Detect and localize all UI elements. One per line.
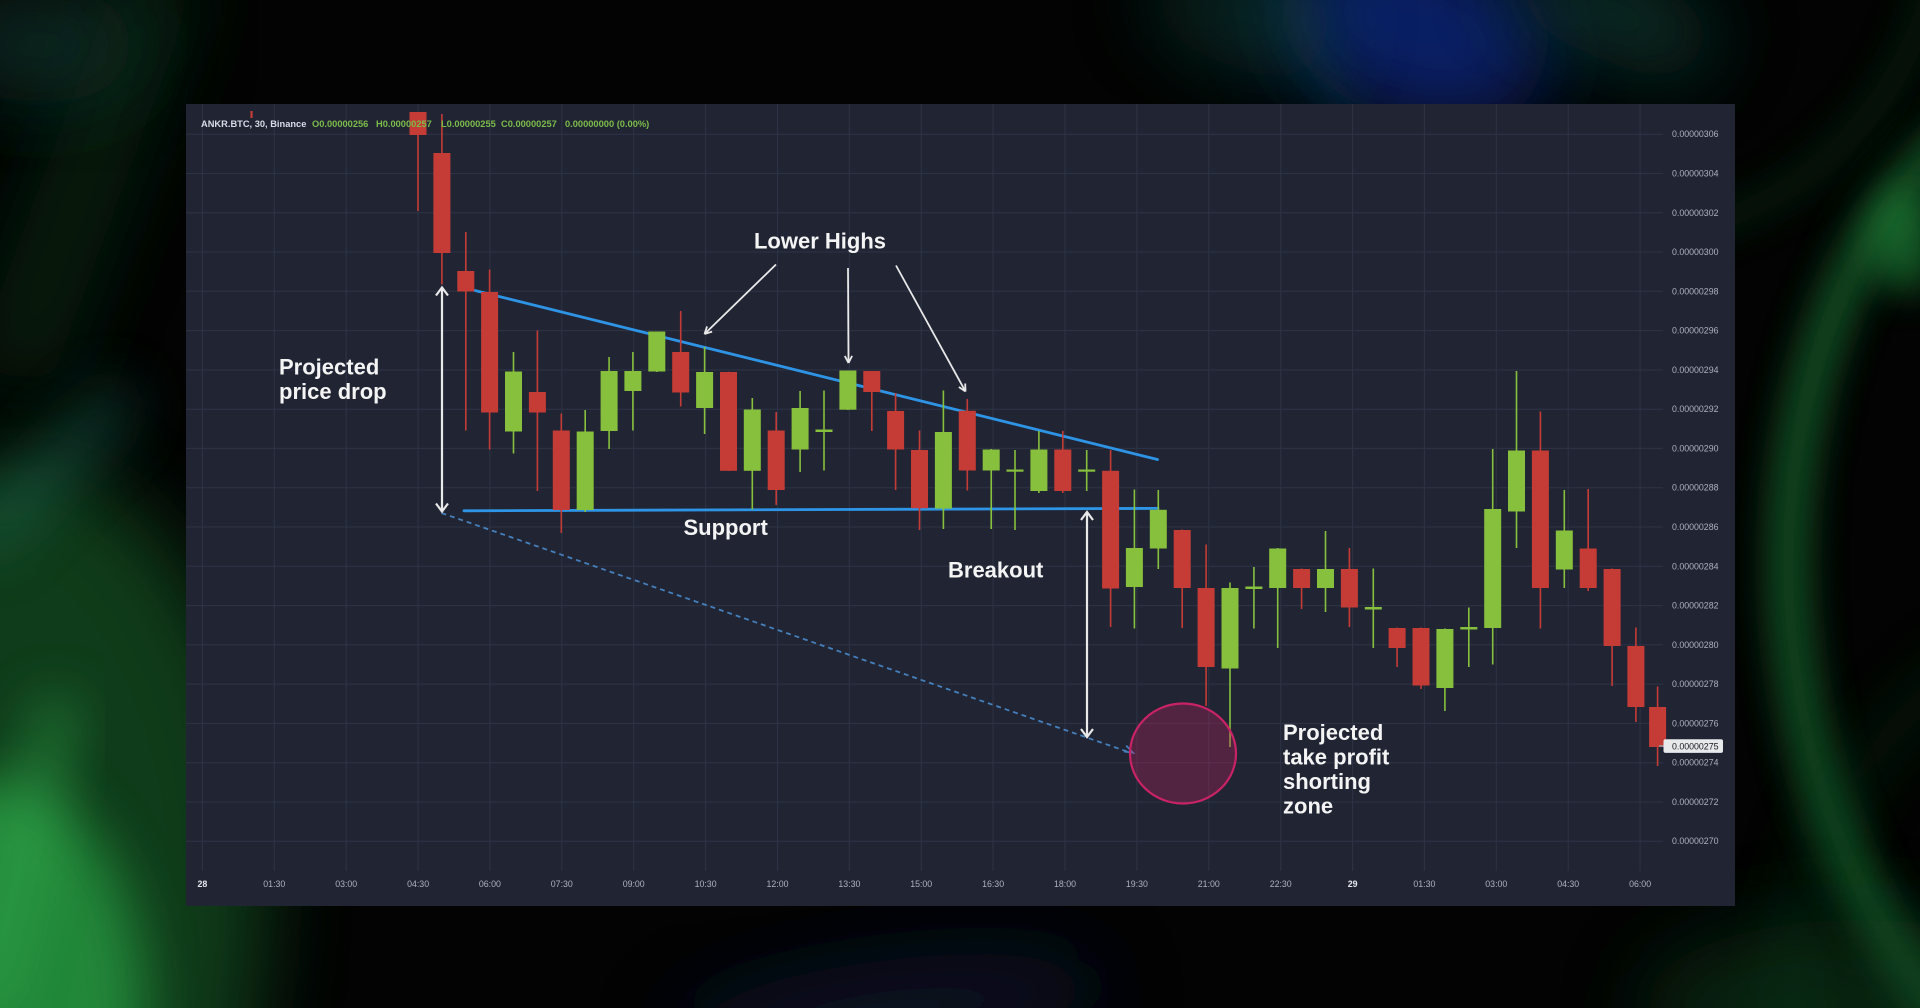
svg-text:0.00000304: 0.00000304 bbox=[1672, 169, 1719, 179]
svg-text:06:00: 06:00 bbox=[479, 879, 501, 889]
svg-text:0.00000280: 0.00000280 bbox=[1672, 640, 1719, 650]
svg-text:10:30: 10:30 bbox=[695, 879, 717, 889]
svg-text:15:00: 15:00 bbox=[910, 879, 932, 889]
svg-text:19:30: 19:30 bbox=[1126, 879, 1148, 889]
svg-text:0.00000274: 0.00000274 bbox=[1672, 758, 1719, 768]
svg-text:21:00: 21:00 bbox=[1198, 879, 1220, 889]
svg-text:0.00000300: 0.00000300 bbox=[1672, 247, 1719, 257]
svg-text:L0.00000255: L0.00000255 bbox=[441, 119, 496, 129]
svg-text:Support: Support bbox=[684, 515, 769, 540]
svg-text:16:30: 16:30 bbox=[982, 879, 1004, 889]
svg-text:zone: zone bbox=[1283, 794, 1333, 819]
svg-text:0.00000288: 0.00000288 bbox=[1672, 483, 1719, 493]
svg-text:04:30: 04:30 bbox=[407, 879, 429, 889]
svg-text:0.00000000 (0.00%): 0.00000000 (0.00%) bbox=[565, 119, 649, 129]
svg-text:Projected: Projected bbox=[1283, 720, 1383, 745]
svg-text:0.00000272: 0.00000272 bbox=[1672, 797, 1719, 807]
svg-text:0.00000306: 0.00000306 bbox=[1672, 129, 1719, 139]
svg-text:shorting: shorting bbox=[1283, 769, 1371, 794]
svg-text:29: 29 bbox=[1348, 879, 1358, 889]
svg-text:Lower Highs: Lower Highs bbox=[754, 229, 886, 254]
svg-text:04:30: 04:30 bbox=[1557, 879, 1579, 889]
svg-text:06:00: 06:00 bbox=[1629, 879, 1651, 889]
svg-text:13:30: 13:30 bbox=[838, 879, 860, 889]
svg-text:H0.00000257: H0.00000257 bbox=[376, 119, 432, 129]
svg-text:0.00000292: 0.00000292 bbox=[1672, 404, 1719, 414]
svg-text:0.00000302: 0.00000302 bbox=[1672, 208, 1719, 218]
svg-text:0.00000276: 0.00000276 bbox=[1672, 718, 1719, 728]
svg-text:22:30: 22:30 bbox=[1270, 879, 1292, 889]
svg-text:C0.00000257: C0.00000257 bbox=[501, 119, 557, 129]
svg-text:0.00000286: 0.00000286 bbox=[1672, 522, 1719, 532]
svg-text:0.00000282: 0.00000282 bbox=[1672, 601, 1719, 611]
svg-text:0.00000294: 0.00000294 bbox=[1672, 365, 1719, 375]
svg-text:09:00: 09:00 bbox=[623, 879, 645, 889]
svg-text:07:30: 07:30 bbox=[551, 879, 573, 889]
svg-text:take profit: take profit bbox=[1283, 745, 1390, 770]
svg-text:ANKR.BTC, 30, Binance: ANKR.BTC, 30, Binance bbox=[201, 119, 306, 129]
svg-text:03:00: 03:00 bbox=[1485, 879, 1507, 889]
svg-text:0.00000298: 0.00000298 bbox=[1672, 286, 1719, 296]
svg-text:O0.00000256: O0.00000256 bbox=[312, 119, 368, 129]
svg-text:price drop: price drop bbox=[279, 379, 387, 404]
svg-text:0.00000284: 0.00000284 bbox=[1672, 561, 1719, 571]
svg-text:28: 28 bbox=[198, 879, 208, 889]
svg-text:0.00000290: 0.00000290 bbox=[1672, 443, 1719, 453]
svg-text:Breakout: Breakout bbox=[948, 558, 1044, 583]
svg-text:03:00: 03:00 bbox=[335, 879, 357, 889]
svg-text:12:00: 12:00 bbox=[766, 879, 788, 889]
svg-text:Projected: Projected bbox=[279, 355, 379, 380]
svg-text:01:30: 01:30 bbox=[1413, 879, 1435, 889]
svg-text:0.00000275: 0.00000275 bbox=[1672, 741, 1719, 751]
svg-text:01:30: 01:30 bbox=[263, 879, 285, 889]
svg-text:0.00000296: 0.00000296 bbox=[1672, 326, 1719, 336]
svg-text:0.00000270: 0.00000270 bbox=[1672, 836, 1719, 846]
svg-text:0.00000278: 0.00000278 bbox=[1672, 679, 1719, 689]
svg-text:18:00: 18:00 bbox=[1054, 879, 1076, 889]
